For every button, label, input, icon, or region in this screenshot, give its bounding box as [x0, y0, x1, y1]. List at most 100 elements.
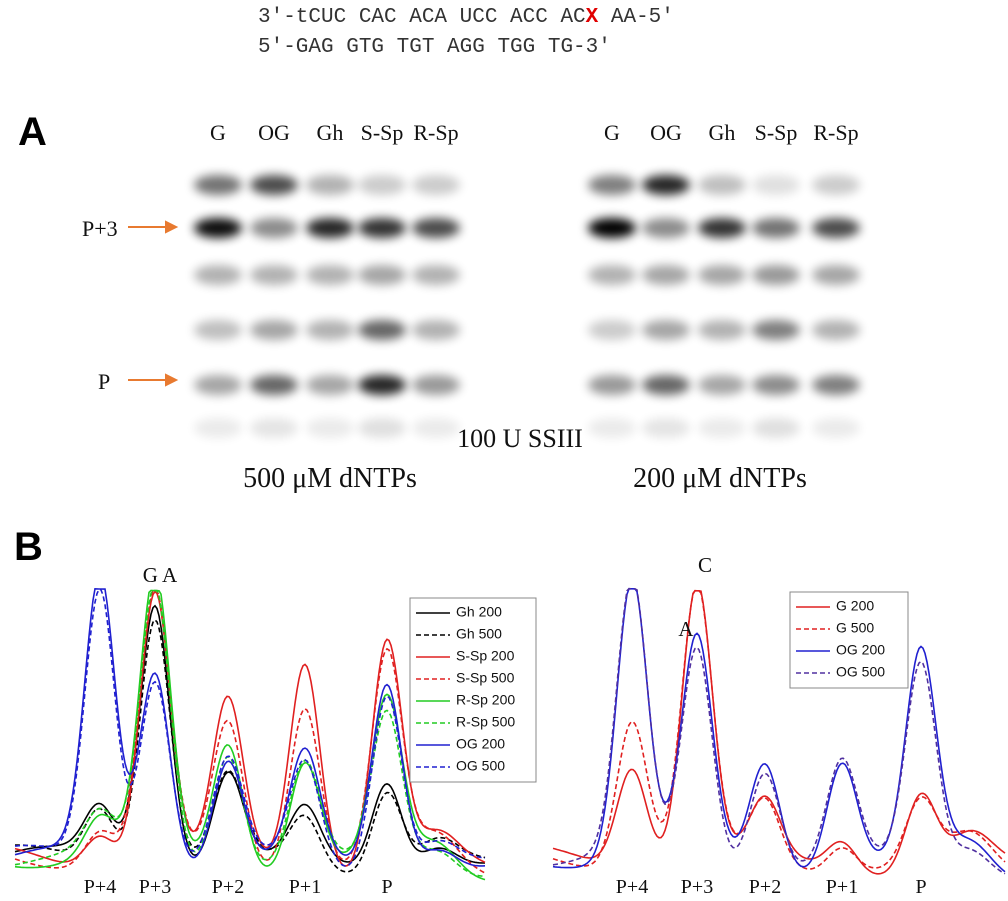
trace	[552, 587, 1006, 875]
trace	[552, 589, 1006, 875]
band	[642, 375, 690, 395]
legend-label: OG 200	[836, 642, 885, 658]
band	[358, 418, 406, 438]
band	[812, 265, 860, 285]
band	[588, 175, 636, 195]
x-label: P+1	[826, 876, 858, 898]
band	[194, 375, 242, 395]
panel-label: B	[14, 525, 43, 569]
band	[306, 175, 354, 195]
band	[250, 375, 298, 395]
x-label: P+2	[749, 876, 781, 898]
marker-label: P	[98, 369, 110, 394]
arrows	[128, 220, 179, 387]
band	[588, 418, 636, 438]
band	[250, 418, 298, 438]
trace	[14, 588, 486, 867]
lesion: X	[586, 6, 599, 29]
band	[358, 375, 406, 395]
band	[250, 265, 298, 285]
arrow-head	[165, 373, 179, 387]
band	[588, 265, 636, 285]
band	[194, 265, 242, 285]
band	[194, 218, 242, 238]
trace	[552, 587, 1006, 873]
marker-label: P+3	[82, 216, 118, 241]
band	[698, 218, 746, 238]
band	[306, 320, 354, 340]
lane-label: OG	[650, 120, 682, 145]
x-label: P+4	[84, 876, 116, 898]
band	[412, 418, 460, 438]
band	[642, 218, 690, 238]
peak-label: A	[678, 617, 694, 641]
band	[642, 320, 690, 340]
band	[812, 175, 860, 195]
legend-label: Gh 200	[456, 604, 502, 620]
x-label: P+3	[681, 876, 713, 898]
arrow-head	[165, 220, 179, 234]
seq-text: AA-5′	[598, 6, 674, 29]
legend-label: R-Sp 500	[456, 714, 515, 730]
band	[358, 265, 406, 285]
band	[698, 375, 746, 395]
band	[752, 320, 800, 340]
band	[812, 418, 860, 438]
band	[358, 175, 406, 195]
band	[306, 265, 354, 285]
legend-label: OG 500	[836, 664, 885, 680]
caption: 200 μM dNTPs	[633, 463, 807, 494]
trace	[14, 589, 486, 874]
band	[752, 265, 800, 285]
band	[194, 320, 242, 340]
band	[752, 218, 800, 238]
x-label: P+4	[616, 876, 648, 898]
legend-box	[789, 591, 909, 689]
trace	[552, 589, 1006, 870]
band	[642, 175, 690, 195]
band	[698, 175, 746, 195]
band	[358, 320, 406, 340]
traces	[14, 587, 1006, 881]
legend-label: OG 200	[456, 736, 505, 752]
panel-label: A	[18, 110, 47, 154]
band	[752, 375, 800, 395]
band	[250, 218, 298, 238]
gel	[194, 175, 860, 438]
band	[698, 320, 746, 340]
trace	[14, 587, 486, 867]
band	[412, 375, 460, 395]
legend-label: S-Sp 500	[456, 670, 515, 686]
center-label: 100 U SSIII	[457, 424, 583, 453]
x-label: P	[381, 876, 392, 898]
legend-label: G 500	[836, 620, 874, 636]
lane-label: Gh	[317, 120, 344, 145]
legend-label: S-Sp 200	[456, 648, 515, 664]
band	[358, 218, 406, 238]
band	[642, 265, 690, 285]
band	[250, 175, 298, 195]
legend-box	[409, 597, 537, 783]
lane-label: G	[604, 120, 620, 145]
lane-label: R-Sp	[413, 120, 458, 145]
legend-label: Gh 500	[456, 626, 502, 642]
band	[194, 418, 242, 438]
band	[812, 320, 860, 340]
band	[812, 218, 860, 238]
band	[698, 265, 746, 285]
caption: 500 μM dNTPs	[243, 463, 417, 494]
peak-label: G A	[143, 563, 178, 587]
band	[752, 418, 800, 438]
legend-label: R-Sp 200	[456, 692, 515, 708]
sequence-top: 3′-tCUC CAC ACA UCC ACC ACX AA-5′	[258, 6, 674, 29]
x-label: P+3	[139, 876, 171, 898]
legend-label: OG 500	[456, 758, 505, 774]
seq-text: 3′-tCUC CAC ACA UCC ACC AC	[258, 6, 586, 29]
lane-label: G	[210, 120, 226, 145]
band	[812, 375, 860, 395]
band	[588, 218, 636, 238]
band	[752, 175, 800, 195]
band	[250, 320, 298, 340]
sequence-bottom: 5′-GAG GTG TGT AGG TGG TG-3′	[258, 36, 611, 59]
x-label: P	[915, 876, 926, 898]
